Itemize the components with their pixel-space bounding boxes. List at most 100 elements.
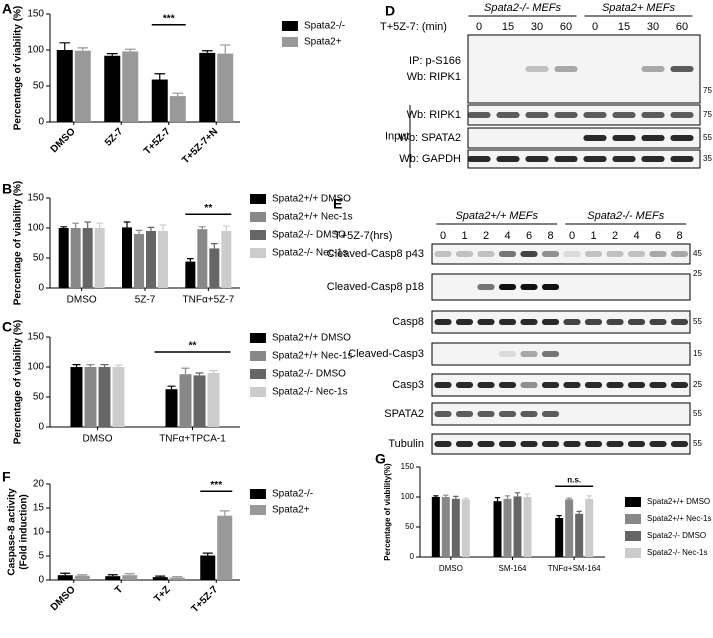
- error-bar: [60, 226, 67, 228]
- blot-group: Spata2-/- MEFs: [587, 210, 665, 222]
- band: [606, 441, 624, 447]
- error-bar: [187, 258, 194, 262]
- band: [627, 319, 646, 325]
- band: [498, 319, 517, 325]
- bar: [585, 498, 594, 557]
- lane-label: 60: [560, 21, 572, 33]
- bar: [493, 501, 502, 557]
- band: [670, 156, 694, 162]
- bar: [56, 50, 73, 122]
- error-bar: [86, 364, 95, 367]
- row-label: Cleaved-Casp3: [348, 348, 424, 360]
- error-bar: [124, 48, 136, 52]
- error-bar: [219, 44, 231, 54]
- row-label: Cleaved-Casp8 p18: [327, 281, 424, 293]
- bar: [169, 577, 185, 580]
- row-label: Casp3: [392, 379, 424, 391]
- bar: [200, 555, 216, 580]
- y-tick-label: 150: [27, 9, 44, 20]
- bar: [82, 228, 93, 288]
- band: [554, 112, 578, 118]
- bar: [57, 575, 73, 580]
- band: [649, 441, 667, 447]
- band: [455, 441, 474, 447]
- band: [541, 284, 560, 290]
- bar: [169, 96, 186, 122]
- bar: [98, 367, 111, 427]
- band: [498, 351, 517, 357]
- lane-label: 1: [461, 230, 467, 242]
- band: [583, 112, 607, 118]
- band: [563, 441, 581, 447]
- y-tick-label: 50: [33, 253, 45, 264]
- y-tick-label: 0: [38, 422, 44, 433]
- band: [525, 156, 549, 162]
- band: [520, 382, 538, 388]
- y-axis-label: (Fold induction): [19, 494, 30, 570]
- blot-group: Spata2+/+ MEFs: [455, 210, 538, 222]
- y-tick-label: 150: [27, 332, 44, 343]
- band: [554, 156, 578, 162]
- band: [670, 251, 689, 257]
- annotation: ***: [163, 13, 175, 24]
- bar: [165, 389, 178, 427]
- bar: [193, 375, 206, 427]
- legend-label: Spata2+/+ Nec-1s: [272, 351, 353, 362]
- bar: [209, 248, 220, 288]
- band: [498, 382, 517, 388]
- size-marker: 45: [693, 249, 702, 258]
- size-marker: 55: [693, 439, 702, 448]
- legend-label: Spata2-/-: [304, 21, 345, 32]
- error-bar: [172, 92, 184, 97]
- legend-label: Spata2+/+ DMSO: [272, 333, 351, 344]
- error-bar: [223, 225, 230, 231]
- y-tick-label: 100: [27, 362, 44, 373]
- blot-group: Spata2-/- MEFs: [484, 2, 562, 14]
- error-bar: [100, 364, 109, 367]
- legend-label: Spata2-/- DMSO: [272, 230, 346, 241]
- band: [606, 319, 624, 325]
- bar: [84, 367, 97, 427]
- bar: [555, 518, 564, 557]
- band: [670, 112, 694, 118]
- legend-swatch: [250, 489, 266, 499]
- band: [477, 411, 495, 417]
- y-axis-label: Percentage of viability(%): [383, 463, 392, 561]
- band: [520, 251, 538, 257]
- error-bar: [155, 575, 166, 578]
- band: [583, 156, 607, 162]
- legend-swatch: [250, 248, 266, 258]
- y-tick-label: 150: [27, 193, 44, 204]
- band: [477, 251, 495, 257]
- band: [563, 319, 581, 325]
- band: [641, 135, 665, 141]
- error-bar: [172, 576, 183, 578]
- error-bar: [135, 229, 143, 234]
- bar: [575, 513, 584, 557]
- bar: [513, 496, 522, 557]
- error-bar: [199, 226, 206, 230]
- band: [612, 112, 636, 118]
- blot-box: [431, 433, 691, 455]
- bar: [112, 367, 125, 427]
- lane-label: 0: [476, 21, 482, 33]
- lane-label: 2: [612, 230, 618, 242]
- x-tick-label: DMSO: [439, 564, 463, 573]
- lane-label: 0: [440, 230, 446, 242]
- band: [520, 441, 538, 447]
- bar: [431, 497, 440, 557]
- input-label: Input: [385, 130, 409, 142]
- band: [641, 112, 665, 118]
- panel-label: A: [2, 1, 12, 17]
- bar: [146, 231, 156, 288]
- x-tick-label: 5Z-7: [103, 126, 126, 149]
- band: [467, 156, 491, 162]
- row-label: Tubulin: [388, 438, 424, 450]
- band: [670, 135, 694, 141]
- size-marker: 15: [693, 349, 702, 358]
- error-bar: [586, 495, 592, 499]
- bar: [152, 577, 168, 580]
- band: [434, 441, 452, 447]
- x-tick-label: DMSO: [83, 434, 113, 445]
- panel-label: B: [2, 181, 12, 197]
